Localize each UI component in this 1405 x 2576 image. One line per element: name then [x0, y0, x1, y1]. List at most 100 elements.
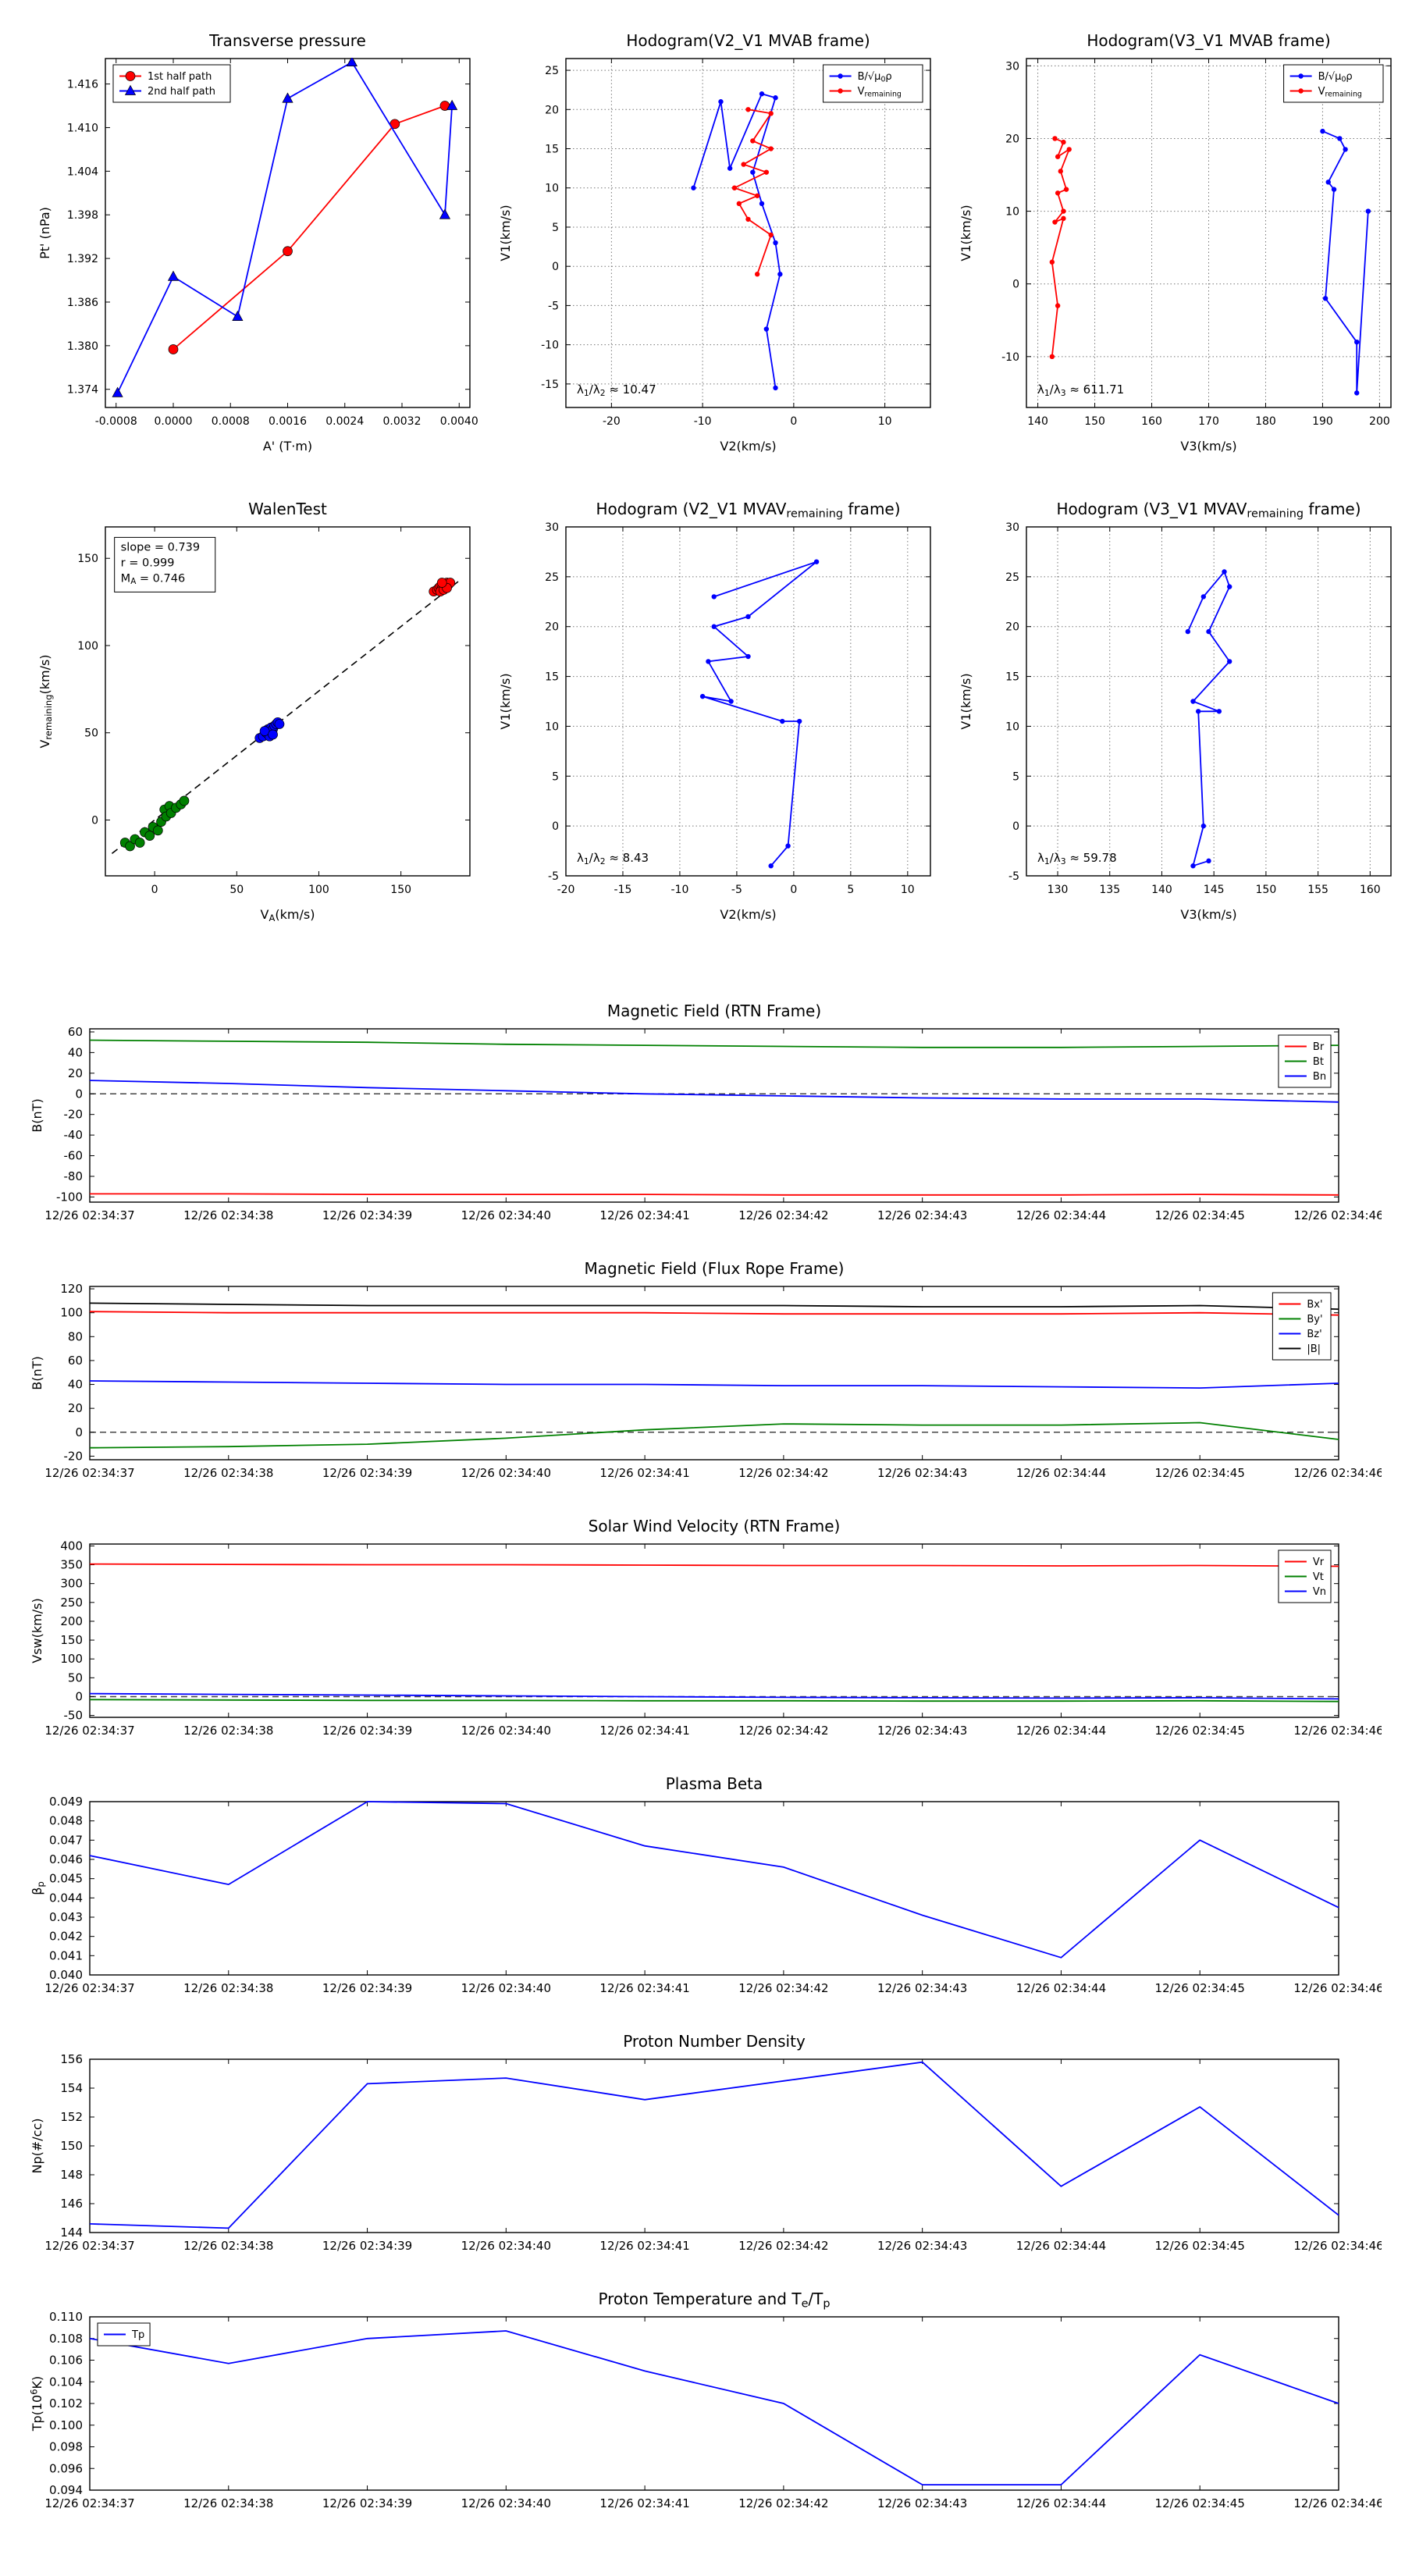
svg-text:0.041: 0.041 [49, 1948, 83, 1962]
svg-text:-80: -80 [64, 1169, 84, 1183]
svg-text:0.045: 0.045 [49, 1872, 83, 1886]
svg-text:12/26 02:34:45: 12/26 02:34:45 [1155, 1981, 1245, 1995]
svg-text:150: 150 [1256, 884, 1277, 896]
series-Tp [89, 2330, 1339, 2486]
svg-text:145: 145 [1204, 884, 1225, 896]
svg-text:100: 100 [60, 1306, 83, 1320]
transverse-pressure-svg: -0.0008 0.0000 0.0008 0.0016 0.0024 0.0032 0.0… [37, 31, 478, 454]
svg-text:12/26 02:34:45: 12/26 02:34:45 [1155, 2496, 1245, 2510]
svg-text:30: 30 [545, 521, 559, 534]
y-axis-label: B(nT) [30, 1356, 44, 1389]
svg-text:0.0016: 0.0016 [269, 415, 307, 428]
chart-title: Proton Number Density [623, 2032, 806, 2051]
svg-text:12/26 02:34:46: 12/26 02:34:46 [1293, 1981, 1382, 1995]
svg-text:1.392: 1.392 [67, 253, 98, 265]
svg-text:5: 5 [552, 770, 559, 783]
svg-text:12/26 02:34:46: 12/26 02:34:46 [1293, 1208, 1382, 1222]
svg-text:Bx': Bx' [1307, 1299, 1322, 1311]
svg-text:12/26 02:34:43: 12/26 02:34:43 [877, 2239, 967, 2253]
svg-text:12/26 02:34:38: 12/26 02:34:38 [183, 2496, 273, 2510]
chart-hodogram-v3v1-mvav: 130 135 140 145 150 155 160 -5 0 5 10 15 20 25 30 Hodog… [952, 488, 1405, 937]
svg-text:20: 20 [1005, 133, 1019, 145]
proton-density-svg: 12/26 02:34:37 12/26 02:34:38 12/26 02:34:… [30, 2032, 1382, 2253]
svg-text:15: 15 [545, 144, 559, 156]
chart-title: Magnetic Field (RTN Frame) [607, 1002, 821, 1020]
svg-text:10: 10 [1005, 720, 1019, 733]
svg-text:0: 0 [790, 415, 797, 428]
chart-hodogram-v2v1-mvab: -20 -10 0 10 -15 -10 -5 0 5 10 15 20 25 Hodogram(V2_V… [492, 20, 944, 468]
svg-text:0.096: 0.096 [49, 2461, 83, 2475]
series-series-0 [89, 1801, 1339, 1959]
chart-title: Hodogram(V3_V1 MVAB frame) [1087, 31, 1330, 50]
svg-text:400: 400 [60, 1539, 83, 1553]
svg-text:λ1/λ2 ≈ 10.47: λ1/λ2 ≈ 10.47 [577, 382, 656, 398]
svg-text:-20: -20 [64, 1449, 84, 1463]
svg-text:0: 0 [552, 261, 559, 273]
svg-text:0.048: 0.048 [49, 1814, 83, 1828]
svg-text:12/26 02:34:39: 12/26 02:34:39 [322, 1466, 412, 1480]
svg-text:12/26 02:34:40: 12/26 02:34:40 [461, 1466, 551, 1480]
y-axis-label: V1(km/s) [959, 673, 973, 729]
svg-text:12/26 02:34:39: 12/26 02:34:39 [322, 1208, 412, 1222]
svg-text:-5: -5 [731, 884, 742, 896]
svg-text:-50: -50 [64, 1709, 84, 1723]
svg-text:0: 0 [75, 1425, 83, 1439]
svg-text:130: 130 [1048, 884, 1069, 896]
chart-title: Solar Wind Velocity (RTN Frame) [589, 1517, 841, 1535]
svg-text:180: 180 [1255, 415, 1276, 428]
svg-text:0.0008: 0.0008 [212, 415, 250, 428]
svg-text:Bz': Bz' [1307, 1329, 1321, 1340]
svg-text:-20: -20 [603, 415, 621, 428]
svg-text:0: 0 [75, 1689, 83, 1703]
svg-text:156: 156 [60, 2052, 83, 2066]
svg-text:60: 60 [68, 1025, 83, 1039]
svg-text:12/26 02:34:44: 12/26 02:34:44 [1016, 1208, 1106, 1222]
svg-text:0: 0 [91, 814, 98, 827]
svg-text:150: 150 [60, 2139, 83, 2153]
svg-text:12/26 02:34:37: 12/26 02:34:37 [44, 2239, 134, 2253]
svg-text:-5: -5 [548, 870, 559, 883]
y-axis-label: B(nT) [30, 1098, 44, 1132]
svg-text:140: 140 [1151, 884, 1172, 896]
svg-text:12/26 02:34:40: 12/26 02:34:40 [461, 2239, 551, 2253]
series-|B| [89, 1302, 1339, 1310]
svg-text:12/26 02:34:46: 12/26 02:34:46 [1293, 1724, 1382, 1738]
svg-text:170: 170 [1198, 415, 1219, 428]
x-axis-label: V3(km/s) [1180, 907, 1236, 922]
svg-text:120: 120 [60, 1282, 83, 1296]
svg-text:12/26 02:34:41: 12/26 02:34:41 [599, 2239, 689, 2253]
svg-text:0.100: 0.100 [49, 2418, 83, 2432]
svg-text:-40: -40 [64, 1128, 84, 1142]
svg-text:λ1/λ2 ≈ 8.43: λ1/λ2 ≈ 8.43 [577, 851, 649, 866]
series-Bn [89, 1080, 1339, 1103]
svg-text:λ1/λ3 ≈ 59.78: λ1/λ3 ≈ 59.78 [1037, 851, 1117, 866]
series-series-0 [1186, 570, 1231, 867]
svg-text:0.046: 0.046 [49, 1852, 83, 1866]
svg-text:152: 152 [60, 2110, 83, 2124]
svg-text:1.386: 1.386 [67, 297, 98, 309]
chart-title: Proton Temperature and Te/Tp [598, 2290, 830, 2311]
svg-text:-15: -15 [614, 884, 632, 896]
svg-text:12/26 02:34:38: 12/26 02:34:38 [183, 1208, 273, 1222]
svg-text:r = 0.999: r = 0.999 [121, 557, 175, 569]
svg-text:50: 50 [84, 728, 98, 740]
svg-text:1.404: 1.404 [67, 165, 98, 178]
svg-text:150: 150 [77, 553, 98, 565]
chart-proton-temperature: 12/26 02:34:37 12/26 02:34:38 12/26 02:34:… [23, 2287, 1382, 2521]
svg-text:0: 0 [552, 820, 559, 833]
svg-text:12/26 02:34:42: 12/26 02:34:42 [738, 1724, 828, 1738]
annotation: λ1/λ3 ≈ 59.78 [1037, 851, 1117, 866]
svg-text:-20: -20 [557, 884, 575, 896]
svg-text:|B|: |B| [1307, 1343, 1321, 1355]
svg-text:12/26 02:34:43: 12/26 02:34:43 [877, 1724, 967, 1738]
svg-text:20: 20 [68, 1066, 83, 1080]
hodogram-v2v1-mvab-svg: -20 -10 0 10 -15 -10 -5 0 5 10 15 20 25 Hodogram(V2_V… [498, 31, 931, 454]
svg-text:154: 154 [60, 2081, 83, 2095]
svg-text:-0.0008: -0.0008 [95, 415, 137, 428]
svg-text:12/26 02:34:46: 12/26 02:34:46 [1293, 2239, 1382, 2253]
legend: B/√μ0ρ Vremaining [823, 64, 923, 103]
chart-title: Transverse pressure [208, 31, 366, 50]
svg-text:100: 100 [60, 1652, 83, 1666]
plasma-beta-svg: 12/26 02:34:37 12/26 02:34:38 12/26 02:34:… [30, 1774, 1382, 1995]
